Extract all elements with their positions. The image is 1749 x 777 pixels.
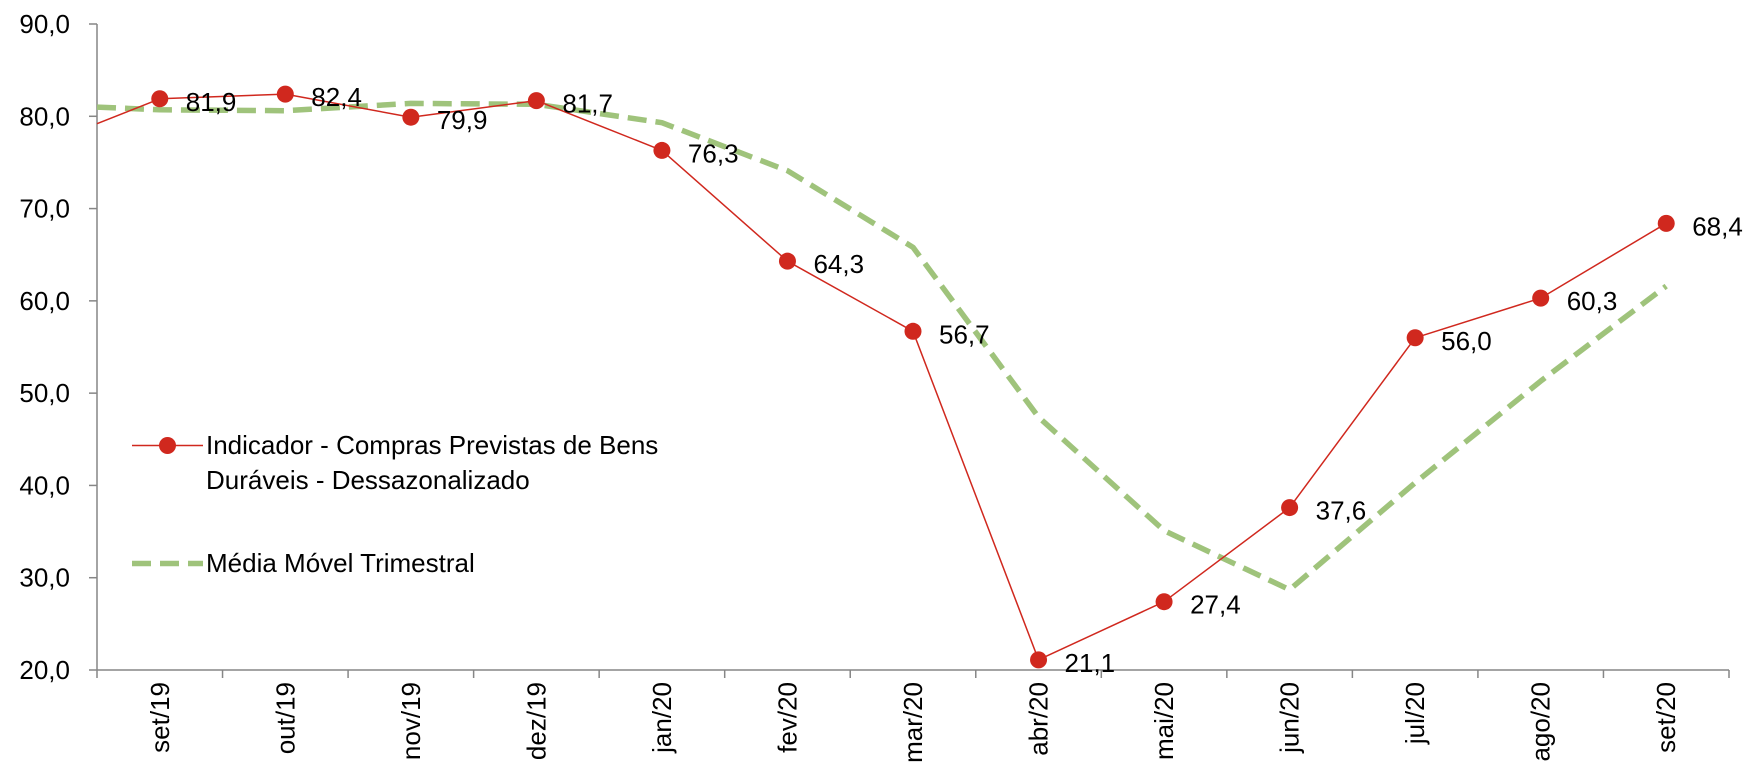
legend-label-indicador: Indicador - Compras Previstas de Bens Du… — [206, 430, 659, 495]
data-label-indicador: 56,7 — [939, 319, 990, 349]
data-point-indicador — [778, 252, 796, 270]
data-point-indicador — [1281, 499, 1299, 517]
data-point-indicador — [1532, 289, 1550, 307]
y-tick-label: 20,0 — [19, 655, 70, 685]
x-tick-label: jul/20 — [1400, 682, 1430, 745]
x-tick-label: jun/20 — [1275, 682, 1305, 754]
data-point-indicador — [1657, 214, 1675, 232]
x-tick-label: nov/19 — [396, 682, 426, 760]
y-tick-label: 80,0 — [19, 101, 70, 131]
x-tick-label: fev/20 — [772, 682, 802, 753]
x-tick-label: jan/20 — [647, 682, 677, 754]
x-tick-label: ago/20 — [1526, 682, 1556, 762]
y-tick-label: 50,0 — [19, 378, 70, 408]
data-point-indicador — [1030, 651, 1048, 669]
series-line-indicador — [96, 93, 1667, 661]
data-label-indicador: 68,4 — [1692, 211, 1743, 241]
data-label-indicador: 82,4 — [311, 82, 362, 112]
data-label-indicador: 81,7 — [562, 89, 613, 119]
data-label-indicador: 60,3 — [1567, 286, 1618, 316]
y-tick-label: 60,0 — [19, 286, 70, 316]
y-tick-label: 40,0 — [19, 470, 70, 500]
legend-label-media-movel: Média Móvel Trimestral — [206, 548, 475, 578]
data-point-indicador — [402, 108, 420, 126]
data-point-indicador — [653, 141, 671, 159]
data-label-indicador: 21,1 — [1065, 648, 1116, 678]
y-tick-label: 30,0 — [19, 563, 70, 593]
data-point-indicador — [151, 90, 169, 108]
series-line-media-movel — [96, 100, 1668, 593]
x-tick-label: set/20 — [1651, 682, 1681, 753]
data-label-indicador: 37,6 — [1316, 496, 1367, 526]
x-tick-label: mar/20 — [898, 682, 928, 763]
data-point-indicador — [527, 92, 545, 110]
legend-marker-indicador — [159, 437, 176, 454]
data-label-indicador: 79,9 — [437, 105, 488, 135]
x-tick-label: dez/19 — [521, 682, 551, 760]
data-label-indicador: 81,9 — [186, 87, 237, 117]
x-tick-label: out/19 — [270, 682, 300, 754]
data-point-indicador — [904, 322, 922, 340]
data-label-indicador: 64,3 — [813, 249, 864, 279]
data-label-indicador: 27,4 — [1190, 590, 1241, 620]
legend-item-media-movel: Média Móvel Trimestral — [132, 546, 475, 581]
y-tick-label: 70,0 — [19, 194, 70, 224]
legend-sample-media-movel — [132, 560, 203, 567]
data-label-indicador: 76,3 — [688, 138, 739, 168]
x-tick-label: abr/20 — [1024, 682, 1054, 756]
data-point-indicador — [276, 85, 294, 103]
data-point-indicador — [1155, 593, 1173, 611]
data-point-indicador — [1406, 329, 1424, 347]
legend-item-indicador: Indicador - Compras Previstas de Bens Du… — [132, 428, 706, 498]
legend-sample-indicador — [132, 437, 203, 454]
x-tick-label: mai/20 — [1149, 682, 1179, 760]
x-tick-label: set/19 — [145, 682, 175, 753]
data-label-indicador: 56,0 — [1441, 326, 1492, 356]
y-tick-label: 90,0 — [19, 9, 70, 39]
